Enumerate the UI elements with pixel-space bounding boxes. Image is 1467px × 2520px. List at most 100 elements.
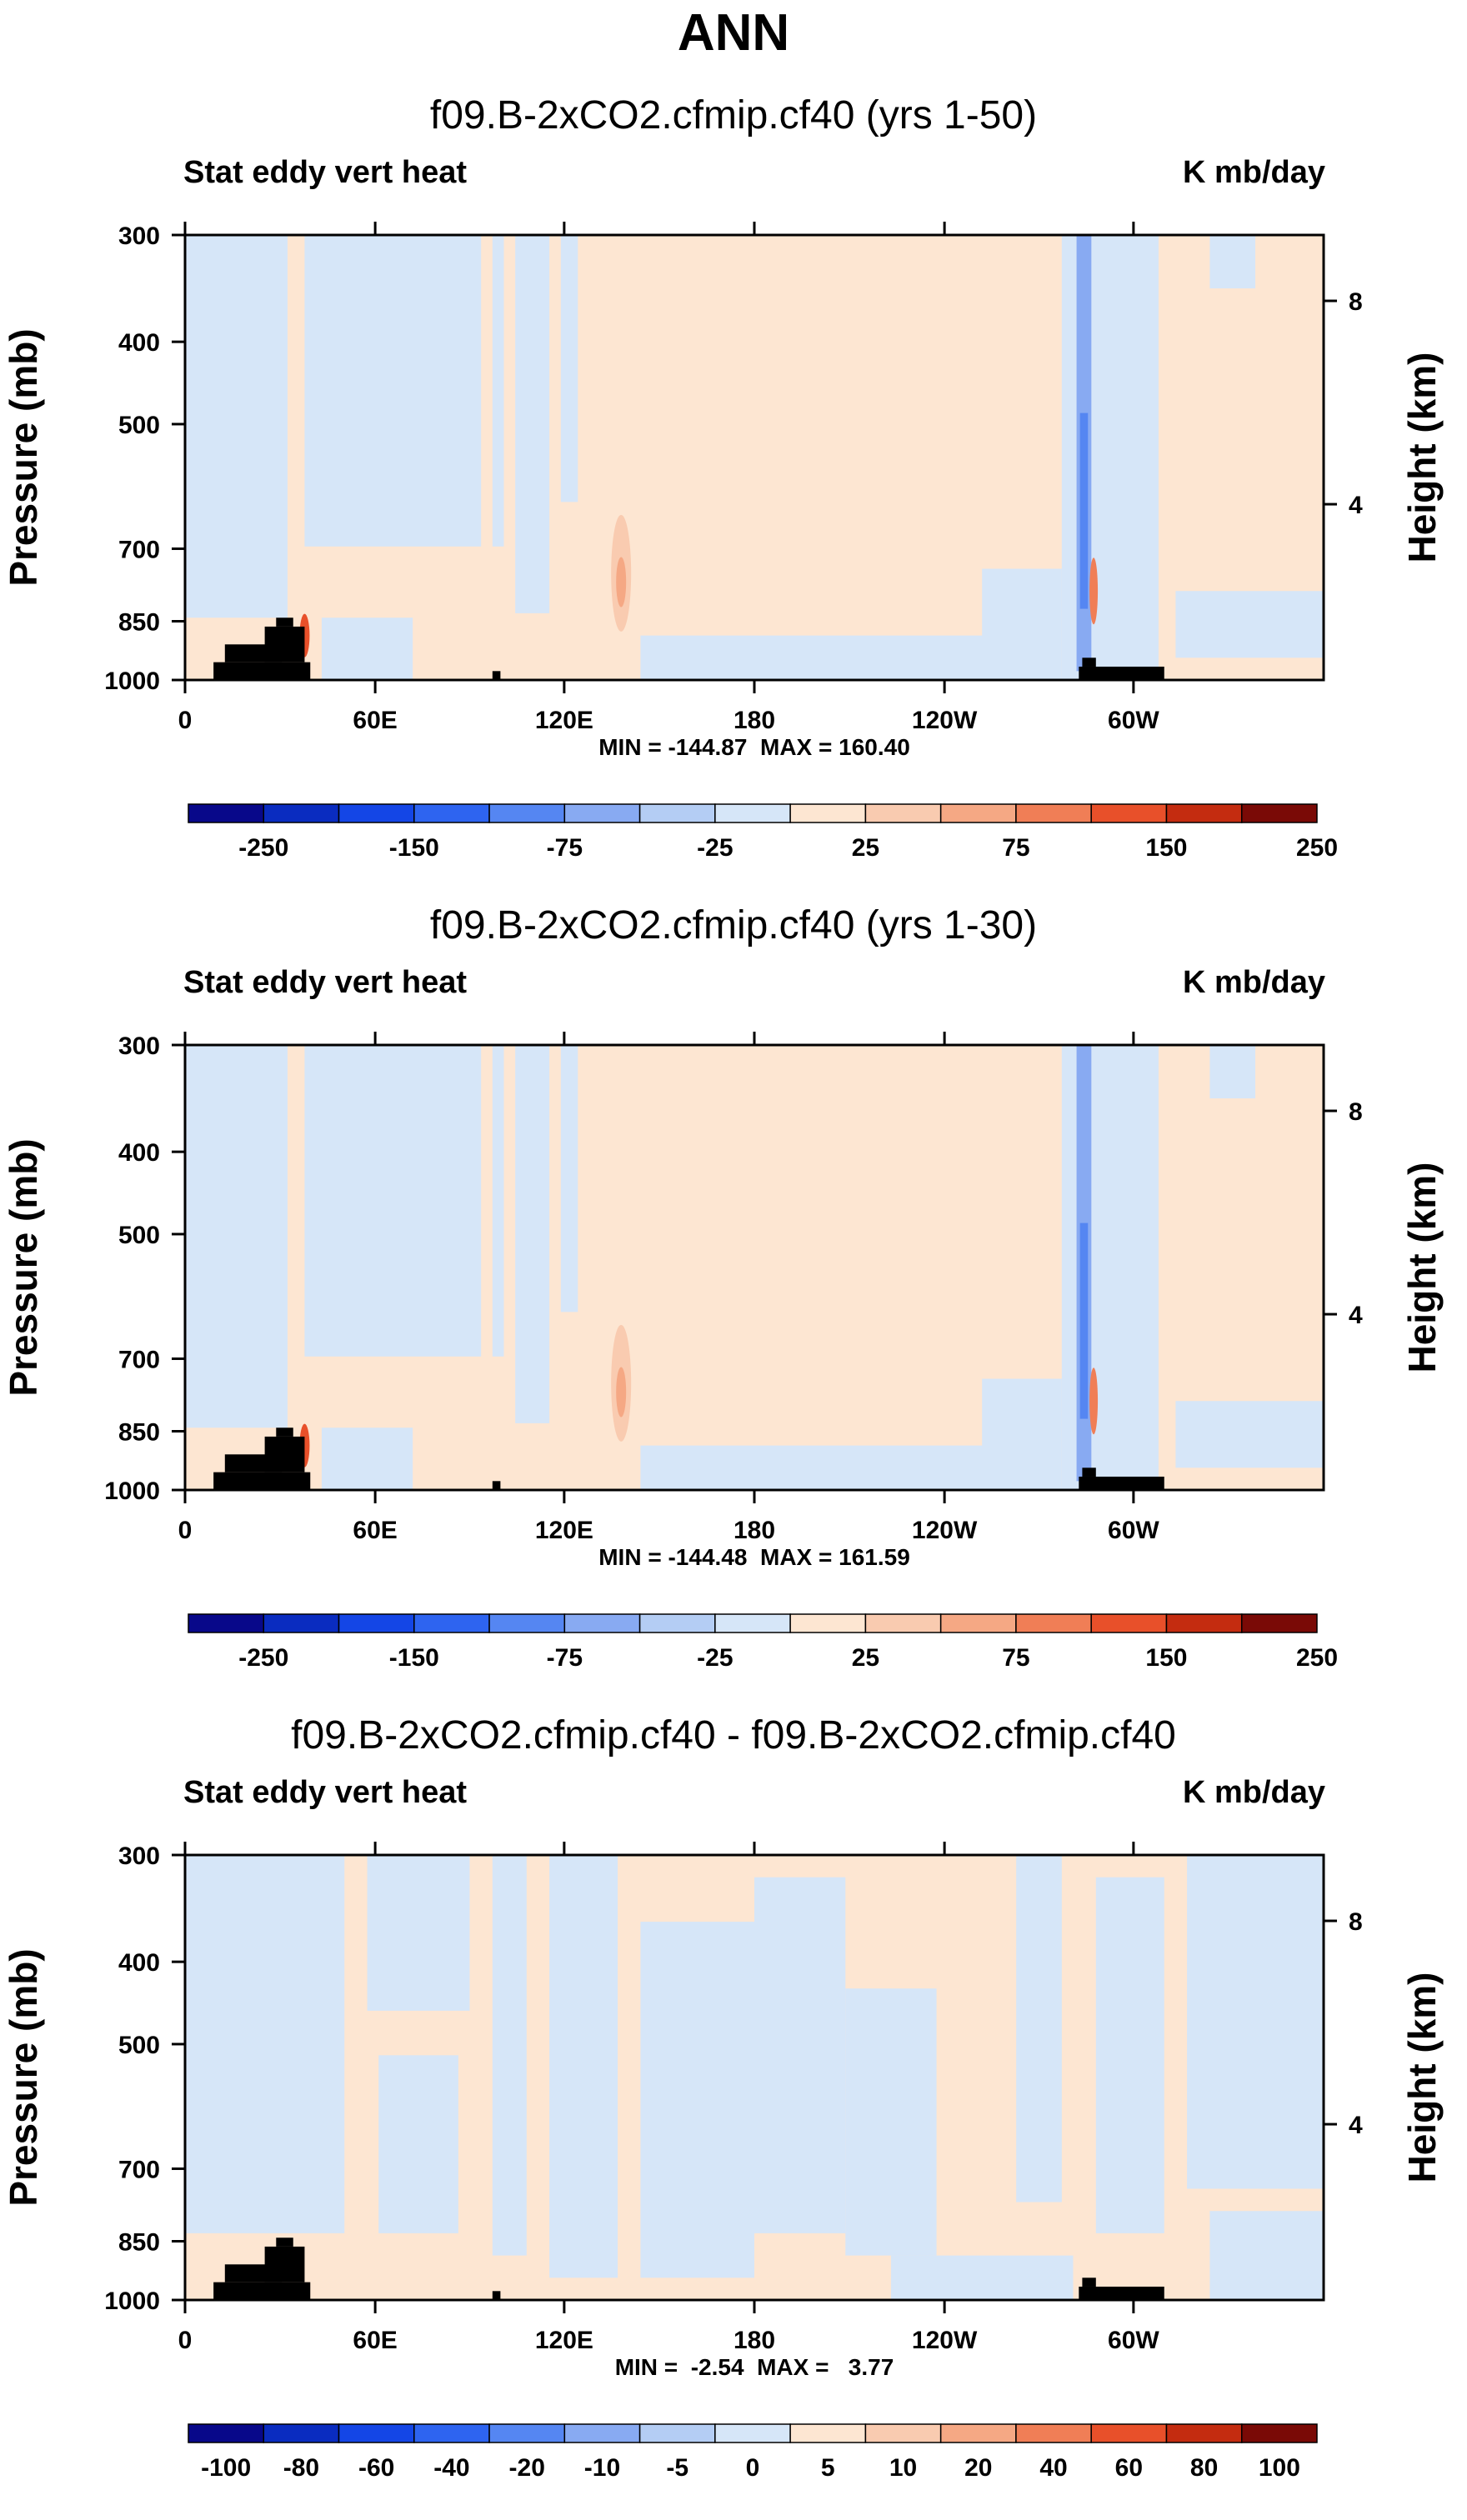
- topography: [1082, 2278, 1096, 2287]
- x-tick-label: 120W: [912, 707, 978, 734]
- colorbar-box: [1165, 2423, 1243, 2443]
- colorbar-label: 5: [821, 2454, 835, 2482]
- negative-region: [845, 1988, 937, 2256]
- colorbar-box: [714, 2423, 791, 2443]
- colorbar-box: [864, 803, 942, 823]
- colorbar-box: [563, 803, 641, 823]
- x-tick-label: 60E: [353, 2327, 397, 2354]
- negative-region: [560, 235, 578, 502]
- y-axis-title: Pressure (mb): [2, 1948, 45, 2206]
- y-tick-label: 700: [118, 1346, 160, 1373]
- y-tick-label: 500: [118, 412, 160, 439]
- x-tick-label: 120E: [535, 1517, 593, 1544]
- x-tick-label: 120W: [912, 2327, 978, 2354]
- colorbar-box: [638, 803, 716, 823]
- negative-region: [515, 235, 550, 613]
- x-tick-label: 120E: [535, 707, 593, 734]
- units-label: K mb/day: [1182, 1775, 1325, 1810]
- units-label: K mb/day: [1182, 155, 1325, 190]
- colorbar-box: [1240, 803, 1318, 823]
- colorbar-label: -5: [666, 2454, 688, 2482]
- colorbar-box: [263, 803, 340, 823]
- topography: [1079, 666, 1164, 680]
- y-tick-label: 300: [118, 1032, 160, 1060]
- negative-region: [515, 1045, 550, 1423]
- colorbar-label: -20: [509, 2454, 545, 2482]
- colorbar-box: [338, 1613, 415, 1633]
- colorbar-box: [864, 1613, 942, 1633]
- y-tick-label: 1000: [104, 668, 160, 695]
- x-tick-label: 60W: [1108, 2327, 1159, 2354]
- x-tick-label: 120W: [912, 1517, 978, 1544]
- plot-field: [185, 235, 1324, 680]
- x-tick-label: 180: [734, 1517, 775, 1544]
- colorbar-box: [939, 803, 1017, 823]
- y2-tick-label: 4: [1349, 2112, 1363, 2139]
- negative-region: [304, 235, 482, 547]
- colorbar-box: [488, 2423, 566, 2443]
- variable-label: Stat eddy vert heat: [183, 1775, 467, 1810]
- topography: [213, 1472, 311, 1490]
- chart-panel-2: f09.B-2xCO2.cfmip.cf40 (yrs 1-30) Stat e…: [0, 902, 1467, 1710]
- units-label: K mb/day: [1182, 965, 1325, 1000]
- negative-region: [1095, 1877, 1164, 2233]
- y-tick-label: 850: [118, 609, 160, 637]
- x-tick-label: 0: [178, 1517, 193, 1544]
- negative-region: [321, 1428, 413, 1490]
- x-tick-label: 60W: [1108, 707, 1159, 734]
- y-tick-label: 400: [118, 329, 160, 357]
- y-tick-label: 300: [118, 222, 160, 250]
- plot-field: [185, 1855, 1324, 2300]
- y2-tick-label: 8: [1349, 1098, 1363, 1126]
- strong-negative-band: [1079, 412, 1089, 609]
- y2-tick-label: 4: [1349, 1302, 1363, 1329]
- colorbar-box: [1165, 803, 1243, 823]
- colorbar-label: -80: [283, 2454, 319, 2482]
- negative-region: [1209, 235, 1256, 289]
- colorbar-box: [413, 2423, 490, 2443]
- colorbar-label: -75: [547, 1644, 583, 1672]
- colorbar-label: 75: [1002, 1644, 1029, 1672]
- negative-region: [185, 235, 288, 618]
- x-tick-label: 60W: [1108, 1517, 1159, 1544]
- colorbar-label: 250: [1296, 834, 1338, 862]
- x-tick-label: 60E: [353, 707, 397, 734]
- colorbar-label: -250: [238, 834, 288, 862]
- colorbar-box: [1240, 1613, 1318, 1633]
- colorbar-box: [789, 803, 867, 823]
- y-tick-label: 400: [118, 1139, 160, 1167]
- negative-region: [549, 1855, 618, 2278]
- positive-feature: [1089, 558, 1099, 625]
- negative-region: [1209, 1045, 1256, 1099]
- x-tick-label: 120E: [535, 2327, 593, 2354]
- negative-region: [492, 1045, 504, 1357]
- positive-feature: [616, 557, 627, 608]
- min-max-label: MIN = -144.48 MAX = 161.59: [598, 1544, 910, 1570]
- negative-region: [367, 1855, 470, 2011]
- topography: [213, 2282, 311, 2300]
- negative-region: [1175, 591, 1324, 658]
- topography: [492, 671, 501, 680]
- colorbar-box: [188, 2423, 265, 2443]
- colorbar-label: 100: [1259, 2454, 1300, 2482]
- chart-svg: 0 60E 120E 180 120W 60W 300 400 500 700 850 1000 8 4 P…: [2, 222, 1444, 862]
- colorbar-label: 250: [1296, 1644, 1338, 1672]
- y2-tick-label: 8: [1349, 288, 1363, 316]
- y2-tick-label: 8: [1349, 1908, 1363, 1936]
- y-tick-label: 1000: [104, 2288, 160, 2315]
- y-tick-label: 300: [118, 1842, 160, 1870]
- negative-region: [304, 1045, 482, 1357]
- colorbar-label: 25: [852, 834, 879, 862]
- panel-title: f09.B-2xCO2.cfmip.cf40 (yrs 1-30): [429, 903, 1038, 948]
- colorbar-box: [1090, 2423, 1168, 2443]
- topography: [264, 2246, 305, 2282]
- y2-axis-title: Height (km): [1400, 352, 1444, 563]
- colorbar-label: -100: [201, 2454, 251, 2482]
- y-axis-title: Pressure (mb): [2, 1138, 45, 1396]
- negative-region: [378, 2055, 458, 2233]
- colorbar-box: [1015, 803, 1092, 823]
- y-tick-label: 1000: [104, 1478, 160, 1505]
- colorbar-box: [939, 1613, 1017, 1633]
- colorbar-box: [413, 803, 490, 823]
- y-tick-label: 700: [118, 536, 160, 563]
